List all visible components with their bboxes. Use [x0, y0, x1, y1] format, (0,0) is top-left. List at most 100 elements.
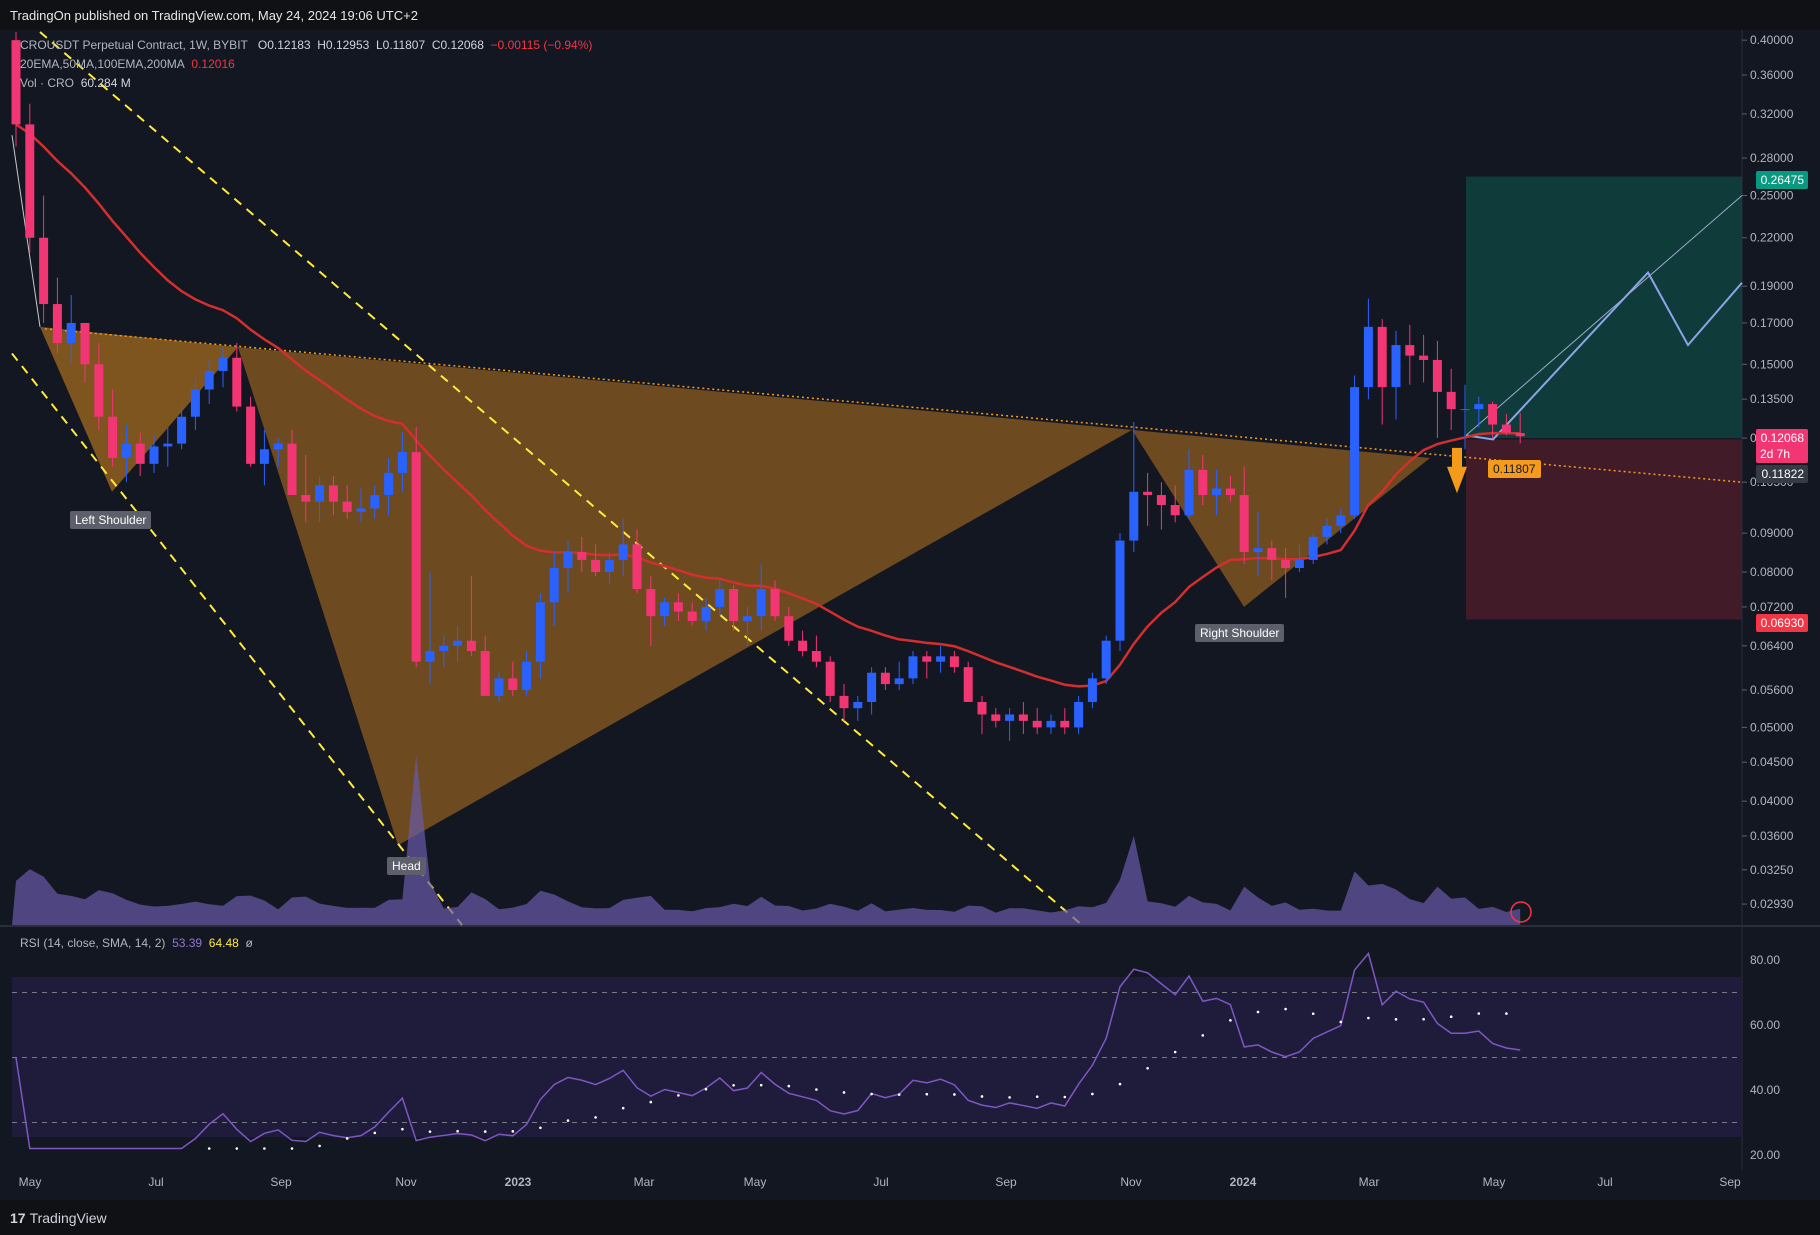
y-tick-label: 0.19000 [1750, 279, 1794, 293]
y-tick-label: 0.28000 [1750, 151, 1794, 165]
candle-body [522, 661, 532, 690]
ma-label: 20EMA,50MA,100EMA,200MA [20, 57, 185, 71]
symbol-legend: CROUSDT Perpetual Contract, 1W, BYBIT O0… [20, 38, 592, 52]
rsi-ma-dot [235, 1147, 239, 1150]
candle-body [1322, 525, 1332, 537]
lightning-icon [1510, 901, 1532, 923]
rsi-ma-dot [428, 1130, 432, 1133]
price-chart[interactable]: 0.40000 0.36000 0.32000 0.28000 0.25000 0.220… [0, 30, 1820, 1200]
candle-body [963, 667, 973, 702]
candle-body [1225, 488, 1235, 496]
candle-body [425, 651, 435, 662]
y-tick-label: 0.04500 [1750, 755, 1794, 769]
neckline [44, 328, 1743, 483]
y-tick-label: 0.15000 [1750, 357, 1794, 371]
candle-body [894, 678, 904, 685]
rsi-ma-dot [373, 1131, 377, 1135]
x-tick-label: Nov [395, 1175, 416, 1189]
candle-body [549, 567, 559, 603]
candle-body [853, 701, 863, 709]
ohlc-open: O0.12183 [257, 38, 311, 52]
rsi-ma-dot [815, 1088, 818, 1091]
candle-body [1046, 720, 1056, 728]
rsi-line [15, 951, 1521, 1150]
x-tick-label: Sep [270, 1175, 292, 1189]
candle-body [384, 472, 394, 496]
rsi-ma-dot [787, 1084, 791, 1088]
target-price-tag: 0.26475 [1756, 171, 1808, 189]
candle-body [494, 678, 504, 696]
projection-line [1465, 195, 1743, 436]
candle-body [273, 443, 283, 450]
candle-body [11, 40, 21, 125]
rsi-ma-dot [456, 1129, 459, 1133]
candle-body [1087, 678, 1097, 702]
y-tick-label: 0.17000 [1750, 316, 1794, 330]
candle-body [577, 552, 587, 560]
rsi-ma-dot [953, 1093, 956, 1096]
ohlc-high: H0.12953 [317, 38, 370, 52]
candle-body [1474, 404, 1484, 410]
x-tick-label: May [1483, 1175, 1506, 1189]
rsi-ma-dot [1229, 1019, 1232, 1022]
rsi-tick-label: 80.00 [1750, 953, 1780, 967]
candle-body [1005, 714, 1015, 721]
ohlc-change: −0.00115 (−0.94%) [490, 38, 593, 52]
ma-price-tag: 0.11822 [1756, 465, 1808, 483]
candle-body [121, 443, 131, 458]
left-shoulder-label: Left Shoulder [70, 511, 152, 529]
y-tick-label: 0.02930 [1750, 897, 1794, 911]
candle-body [453, 640, 463, 646]
rsi-tick-label: 20.00 [1750, 1148, 1780, 1162]
candle-body [715, 589, 725, 607]
rsi-ma-dot [1008, 1096, 1011, 1099]
rsi-ma-dot [1118, 1082, 1122, 1086]
candle-body [1143, 491, 1153, 496]
candle-body [1281, 559, 1291, 568]
y-tick-label: 0.08000 [1750, 565, 1794, 579]
vol-label: Vol · CRO [20, 76, 75, 90]
candle-body [411, 452, 421, 662]
x-tick-label: Jul [1597, 1175, 1612, 1189]
candle-body [1446, 391, 1456, 410]
rsi-ma-dot [1091, 1092, 1094, 1096]
rsi-value: 53.39 [172, 936, 203, 950]
rsi-ma-dot [1256, 1010, 1260, 1014]
rsi-ma-dot [1311, 1012, 1315, 1016]
rsi-ma-dot [925, 1092, 929, 1096]
y-tick-label: 0.07200 [1750, 600, 1794, 614]
ohlc-low: L0.11807 [375, 38, 426, 52]
candle-body [1391, 345, 1401, 388]
candle-body [80, 322, 90, 365]
candle-body [439, 645, 449, 652]
candle-body [1115, 540, 1125, 641]
candle-body [301, 495, 311, 502]
candle-body [190, 389, 200, 417]
stop-price-tag: 0.06930 [1756, 614, 1808, 632]
rsi-ma-dot [842, 1091, 846, 1094]
candle-body [729, 589, 739, 621]
rsi-ma-dot [1063, 1095, 1067, 1099]
candle-body [94, 364, 104, 417]
candle-body [1515, 433, 1525, 437]
candle-body [1101, 640, 1111, 679]
candle-body [618, 544, 628, 560]
candle-body [1018, 714, 1028, 721]
rsi-ma-dot [1505, 1012, 1508, 1015]
candle-body [632, 544, 642, 590]
rsi-ma-dot [759, 1083, 763, 1087]
rsi-ma-dot [1477, 1012, 1481, 1015]
candle-body [149, 446, 159, 464]
candle-body [1419, 355, 1429, 360]
tradingview-logo[interactable]: 17 TradingView [10, 1210, 107, 1226]
x-tick-label: 2023 [505, 1175, 532, 1189]
candle-body [1336, 515, 1346, 526]
candle-body [1170, 505, 1180, 516]
candle-body [1156, 495, 1166, 506]
candle-body [342, 501, 352, 512]
candle-body [1501, 424, 1511, 433]
y-tick-label: 0.06400 [1750, 639, 1794, 653]
rsi-ma-dot [1173, 1050, 1177, 1054]
candle-body [784, 616, 794, 641]
ohlc-close: C0.12068 [431, 38, 484, 52]
